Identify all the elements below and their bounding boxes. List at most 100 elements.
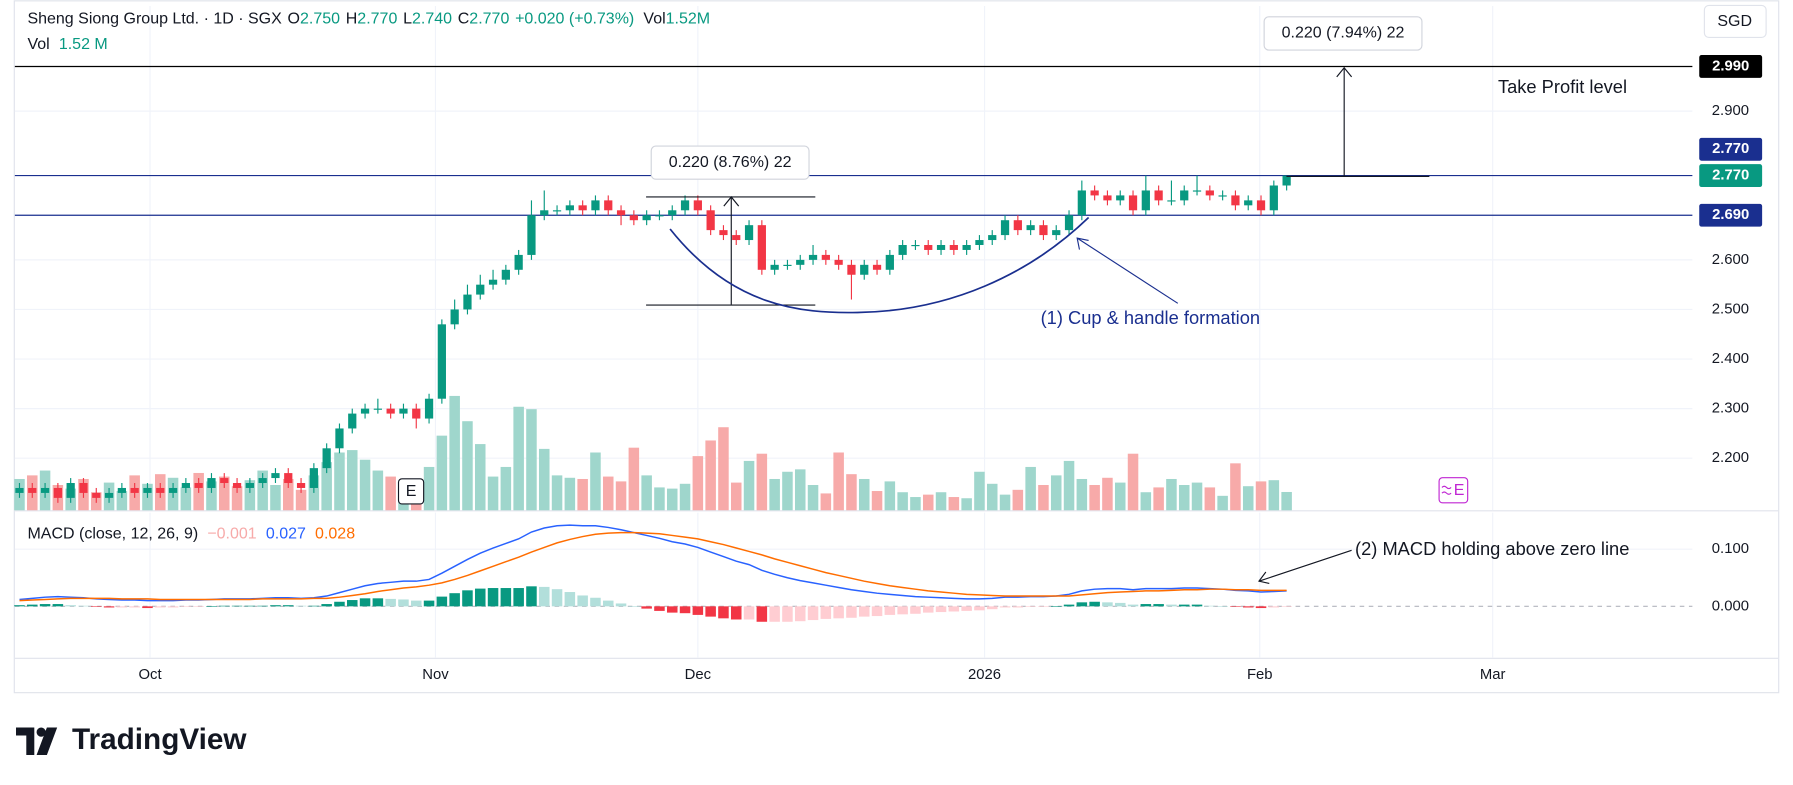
candle-body [104,492,114,498]
histogram-bar [551,589,563,607]
y-tick-label: 0.000 [1712,598,1749,614]
volume-bar [436,435,448,511]
volume-bar [487,476,499,511]
candle-body [143,487,152,493]
legend-value: 2.740 [412,11,452,28]
candle-body [53,487,62,498]
candle-body [1090,190,1099,196]
histogram-bar [334,601,345,607]
volume-bar [935,492,947,511]
volume-bar [270,485,281,511]
earnings-label[interactable]: E [406,483,417,500]
volume-bar [654,487,665,511]
currency-button[interactable] [1703,4,1767,39]
legend-key: Vol [27,36,49,53]
histogram-bar [39,604,51,607]
candle-body [412,408,421,419]
candle-body [1256,200,1266,211]
currency-label[interactable]: SGD [1717,13,1752,30]
histogram-bar [641,606,652,609]
candle-body [117,487,126,493]
histogram-bar [718,606,729,619]
candle-body [15,487,24,493]
candle-body [924,244,933,250]
volume-bar [1242,486,1254,511]
volume-bar [577,478,588,511]
histogram-bar [590,597,601,607]
candle-body [1039,225,1048,236]
volume-bar [359,459,371,511]
histogram-bar [155,606,166,608]
legend-value: 1.52 M [59,36,108,53]
histogram-bar [1178,604,1190,607]
volume-bar [1012,489,1024,511]
histogram-bar [1191,604,1203,607]
earnings-marker[interactable] [397,478,425,505]
x-tick-label: 2026 [968,667,1001,683]
legend-key: L [403,11,412,28]
volume-bar [986,483,998,511]
legend-value: 0.028 [315,526,355,543]
histogram-bar [743,606,755,620]
earnings-marker[interactable] [1438,477,1469,504]
candle-body [860,264,869,275]
histogram-bar [1255,606,1267,609]
volume-bar [347,450,358,511]
histogram-bar [961,606,972,611]
symbol-legend: Sheng Siong Group Ltd. · 1D · SGX O2.750 H… [27,11,710,28]
volume-bar [244,480,256,511]
candle-body [258,478,267,484]
candle-body [1128,195,1138,211]
y-tick-label: 2.300 [1712,401,1749,417]
candle-body [1026,225,1035,231]
x-tick-label: Dec [685,667,712,683]
candle-body [450,309,459,325]
candle-body [1000,220,1010,236]
volume-bar [231,486,243,511]
annotation-arrow [1076,237,1179,304]
volume-bar [858,478,870,511]
volume-bar [1114,482,1126,511]
candle-body [476,284,485,295]
annotation-arrow [1258,549,1352,582]
volume-legend: Vol 1.52 M [27,36,107,53]
candle-body [975,240,984,245]
earnings-label[interactable]: E [1454,482,1465,499]
candle-body [1154,190,1163,201]
candle-body [655,215,664,217]
candle-body [680,200,690,211]
arrow-head [723,196,740,207]
candle-body [552,210,562,212]
y-tick-label: 2.200 [1712,450,1749,466]
candle-body [296,483,306,488]
histogram-bar [858,606,870,617]
volume-bar [1025,466,1036,511]
volume-bar [730,482,742,511]
volume-bar [692,456,704,511]
histogram-bar [244,605,256,607]
volume-bar [1089,485,1100,511]
histogram-bar [180,606,192,607]
measure-box [1263,16,1423,51]
logo-text: TradingView [72,723,247,756]
histogram-bar [807,606,819,621]
volume-bar [718,427,729,511]
x-tick-label: Nov [422,667,449,683]
volume-bar [782,471,793,511]
histogram-bar [846,606,857,618]
candle-body [437,324,446,399]
macd-line [19,531,1287,602]
candle-body [322,448,331,469]
histogram-bar [871,606,883,617]
candle-body [79,483,88,493]
measure-label: 0.220 (7.94%) 22 [1282,25,1405,42]
candle-body [527,215,536,255]
histogram-bar [692,606,704,615]
candle-body [693,200,702,211]
candle-body [1064,215,1074,231]
volume-bar [999,494,1011,511]
histogram-bar [116,606,128,608]
volume-bar [321,462,332,511]
volume-bar [590,452,601,511]
